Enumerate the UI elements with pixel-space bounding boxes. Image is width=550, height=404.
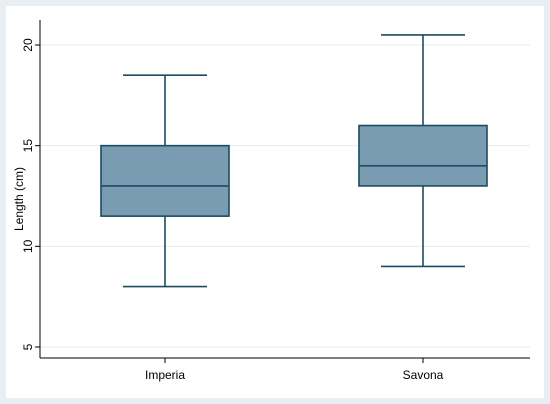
y-tick-label: 5 (21, 343, 35, 350)
y-ticks: 5 10 15 20 (21, 38, 40, 350)
y-tick-label: 10 (21, 239, 35, 253)
iqr-box (358, 124, 488, 187)
x-ticks: Imperia Savona (145, 358, 444, 382)
y-tick-label: 15 (21, 139, 35, 153)
y-tick-label: 20 (21, 38, 35, 52)
y-axis-label: Length (cm) (12, 167, 26, 231)
iqr-box (100, 144, 230, 217)
inner-background (6, 6, 544, 398)
axes (39, 20, 530, 359)
boxes-layer (100, 34, 488, 288)
x-tick-label: Imperia (145, 368, 185, 382)
box-savona (358, 34, 488, 268)
box-imperia (100, 74, 230, 288)
x-tick-label: Savona (403, 368, 444, 382)
